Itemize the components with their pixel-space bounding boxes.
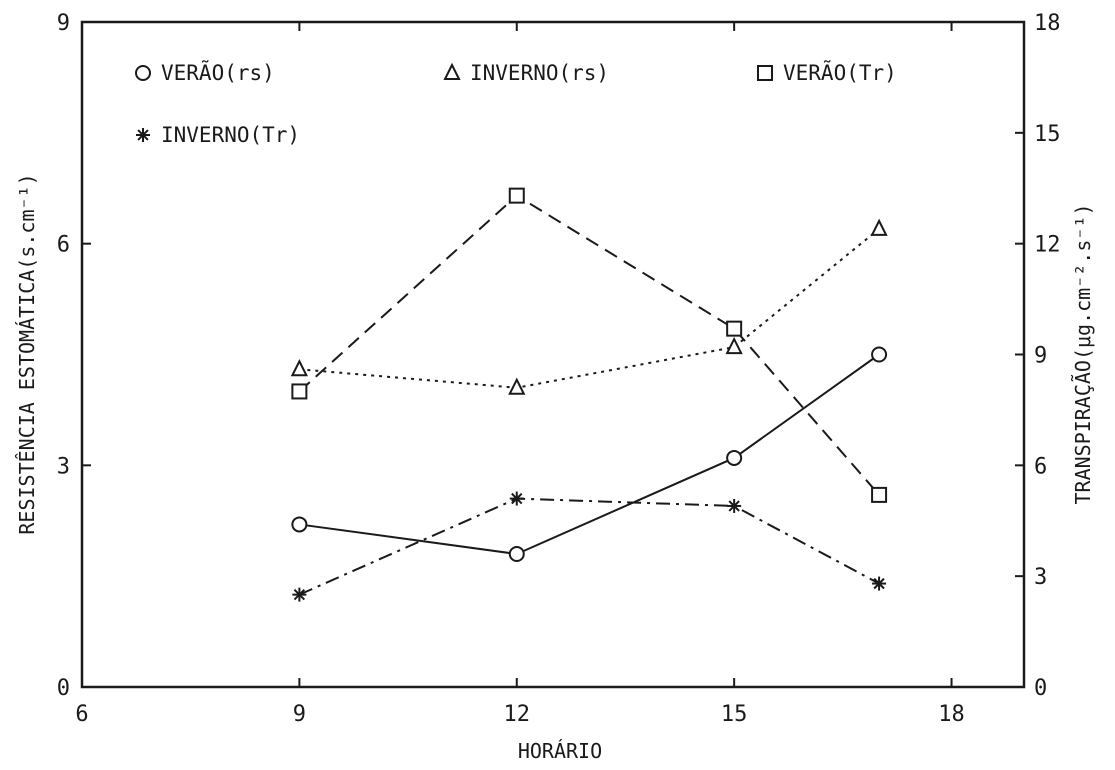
asterisk-stroke xyxy=(511,492,523,505)
y-left-tick-label: 3 xyxy=(57,454,70,479)
series-markers xyxy=(290,187,888,602)
x-tick-label: 9 xyxy=(293,702,306,727)
y-left-tick-label: 6 xyxy=(57,233,70,258)
asterisk-stroke xyxy=(293,588,306,601)
legend-marker-circle xyxy=(135,65,151,81)
data-point-circle xyxy=(726,449,743,466)
y-right-tick-label: 6 xyxy=(1034,454,1047,479)
legend: VERÃO(rs) INVERNO(rs) VERÃO(Tr) INVERNO(Tr) xyxy=(135,59,897,147)
asterisk-stroke xyxy=(873,577,885,590)
y-right-tick-label: 12 xyxy=(1034,233,1061,258)
y-axis-title-left: RESISTÊNCIA ESTOMÁTICA(s.cm⁻¹) xyxy=(15,173,39,534)
series-lines xyxy=(298,194,880,596)
asterisk-stroke xyxy=(728,500,740,512)
series-line-circle xyxy=(299,353,880,556)
legend-marker-asterisk xyxy=(136,128,150,142)
data-point-square xyxy=(508,187,525,204)
data-point-circle xyxy=(871,346,888,363)
legend-label: INVERNO(rs) xyxy=(470,61,609,85)
asterisk-stroke xyxy=(137,129,149,141)
legend-label: VERÃO(Tr) xyxy=(783,59,897,85)
y-axis-title-right: TRANSPIRAÇÃO(μg.cm⁻².s⁻¹) xyxy=(1071,203,1095,504)
axis-ticks: 6 9 12 15 18 0 3 6 9 0 3 6 9 12 15 18 xyxy=(57,11,1061,727)
y-right-tick-label: 15 xyxy=(1034,122,1061,147)
data-point-triangle xyxy=(870,218,888,236)
y-right-tick-label: 3 xyxy=(1034,565,1047,590)
x-axis-title: HORÁRIO xyxy=(518,739,602,763)
data-point-triangle xyxy=(508,377,526,395)
legend-label: INVERNO(Tr) xyxy=(161,123,300,147)
y-right-tick-label: 18 xyxy=(1034,11,1061,36)
data-point-asterisk xyxy=(509,491,524,506)
legend-marker-square xyxy=(757,65,773,81)
data-point-circle xyxy=(508,546,525,562)
x-tick-label: 18 xyxy=(938,702,965,727)
y-right-tick-label: 9 xyxy=(1034,344,1047,369)
data-point-square xyxy=(726,320,743,337)
series-line-asterisk xyxy=(298,497,880,596)
y-right-tick-label: 0 xyxy=(1034,676,1047,701)
x-tick-label: 12 xyxy=(504,702,531,727)
data-point-circle xyxy=(291,516,308,533)
series-line-triangle xyxy=(299,228,880,389)
legend-label: VERÃO(rs) xyxy=(161,59,275,85)
legend-marker-triangle xyxy=(443,62,461,80)
data-point-square xyxy=(871,486,888,503)
x-tick-label: 15 xyxy=(721,702,748,727)
y-left-tick-label: 9 xyxy=(57,11,70,36)
data-point-triangle xyxy=(725,336,743,355)
x-tick-label: 6 xyxy=(75,702,88,727)
data-point-square xyxy=(291,383,308,400)
series-line-square xyxy=(298,194,880,496)
y-left-tick-label: 0 xyxy=(57,676,70,701)
data-point-triangle xyxy=(290,359,309,377)
data-point-asterisk xyxy=(292,587,307,602)
data-point-asterisk xyxy=(872,576,887,591)
data-point-asterisk xyxy=(727,498,742,513)
